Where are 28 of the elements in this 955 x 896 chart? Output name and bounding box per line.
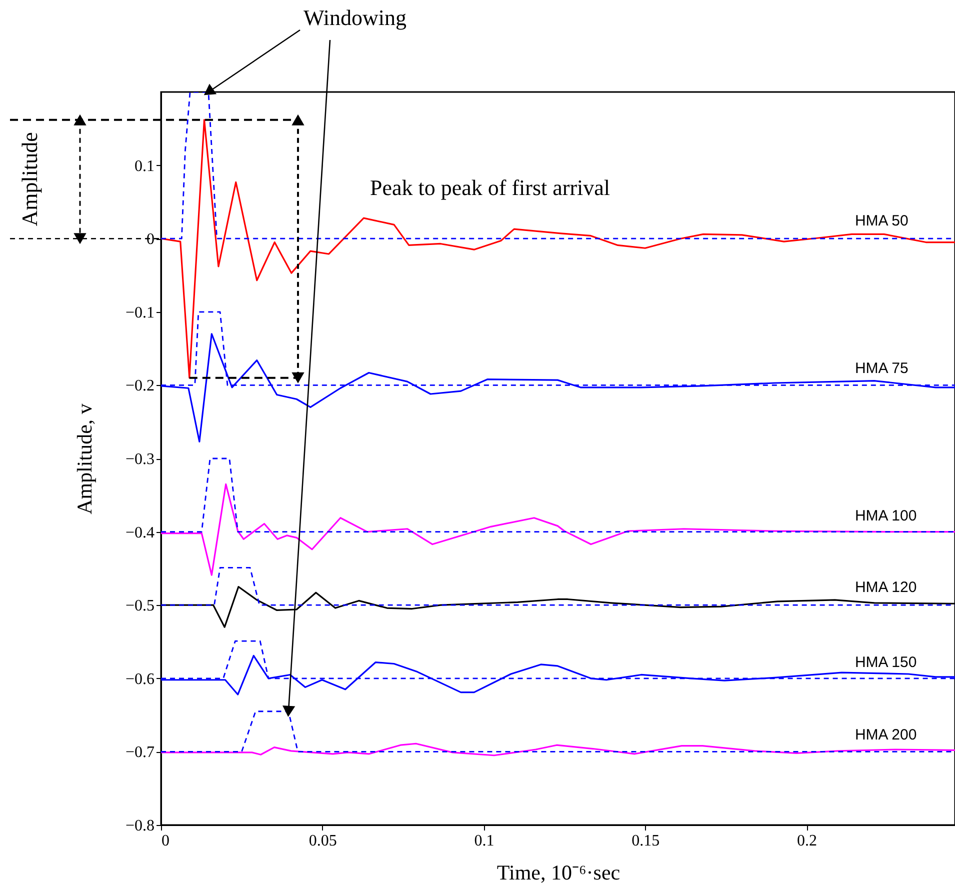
- y-axis-title: Amplitude, v: [72, 403, 96, 514]
- x-axis-title: Time, 10⁻⁶·sec: [496, 860, 620, 884]
- y-tick-label: −0.1: [125, 304, 154, 322]
- y-tick-label: −0.8: [125, 818, 154, 834]
- line-series: [161, 742, 955, 756]
- text: Amplitude: [17, 132, 42, 226]
- x-tick-label: 0.05: [308, 832, 337, 850]
- series-label: HMA 50: [854, 212, 908, 230]
- y-tick-label: −0.5: [125, 598, 154, 615]
- x-tick-label: 0: [162, 832, 170, 850]
- annotation: Peak to peak of first arrival: [370, 175, 610, 200]
- y-tick-label: −0.3: [125, 451, 154, 468]
- series-label: HMA 120: [854, 579, 917, 596]
- y-tick-label: 0.1: [134, 158, 154, 175]
- text: Windowing: [304, 5, 406, 30]
- series-label: HMA 100: [854, 507, 917, 524]
- series-label: HMA 150: [854, 654, 917, 671]
- series-label: HMA 200: [854, 726, 917, 744]
- line-series: [161, 119, 955, 379]
- line-series: [161, 483, 955, 576]
- y-tick-label: −0.6: [125, 670, 154, 688]
- y-tick-label: −0.2: [125, 378, 154, 395]
- x-tick-label: 0.1: [474, 832, 494, 850]
- x-tick-label: 0.15: [632, 832, 660, 850]
- y-tick-label: −0.7: [125, 744, 154, 762]
- y-tick-label: −0.4: [125, 524, 154, 542]
- x-tick-label: 0.2: [797, 832, 818, 850]
- series-label: HMA 75: [854, 360, 908, 377]
